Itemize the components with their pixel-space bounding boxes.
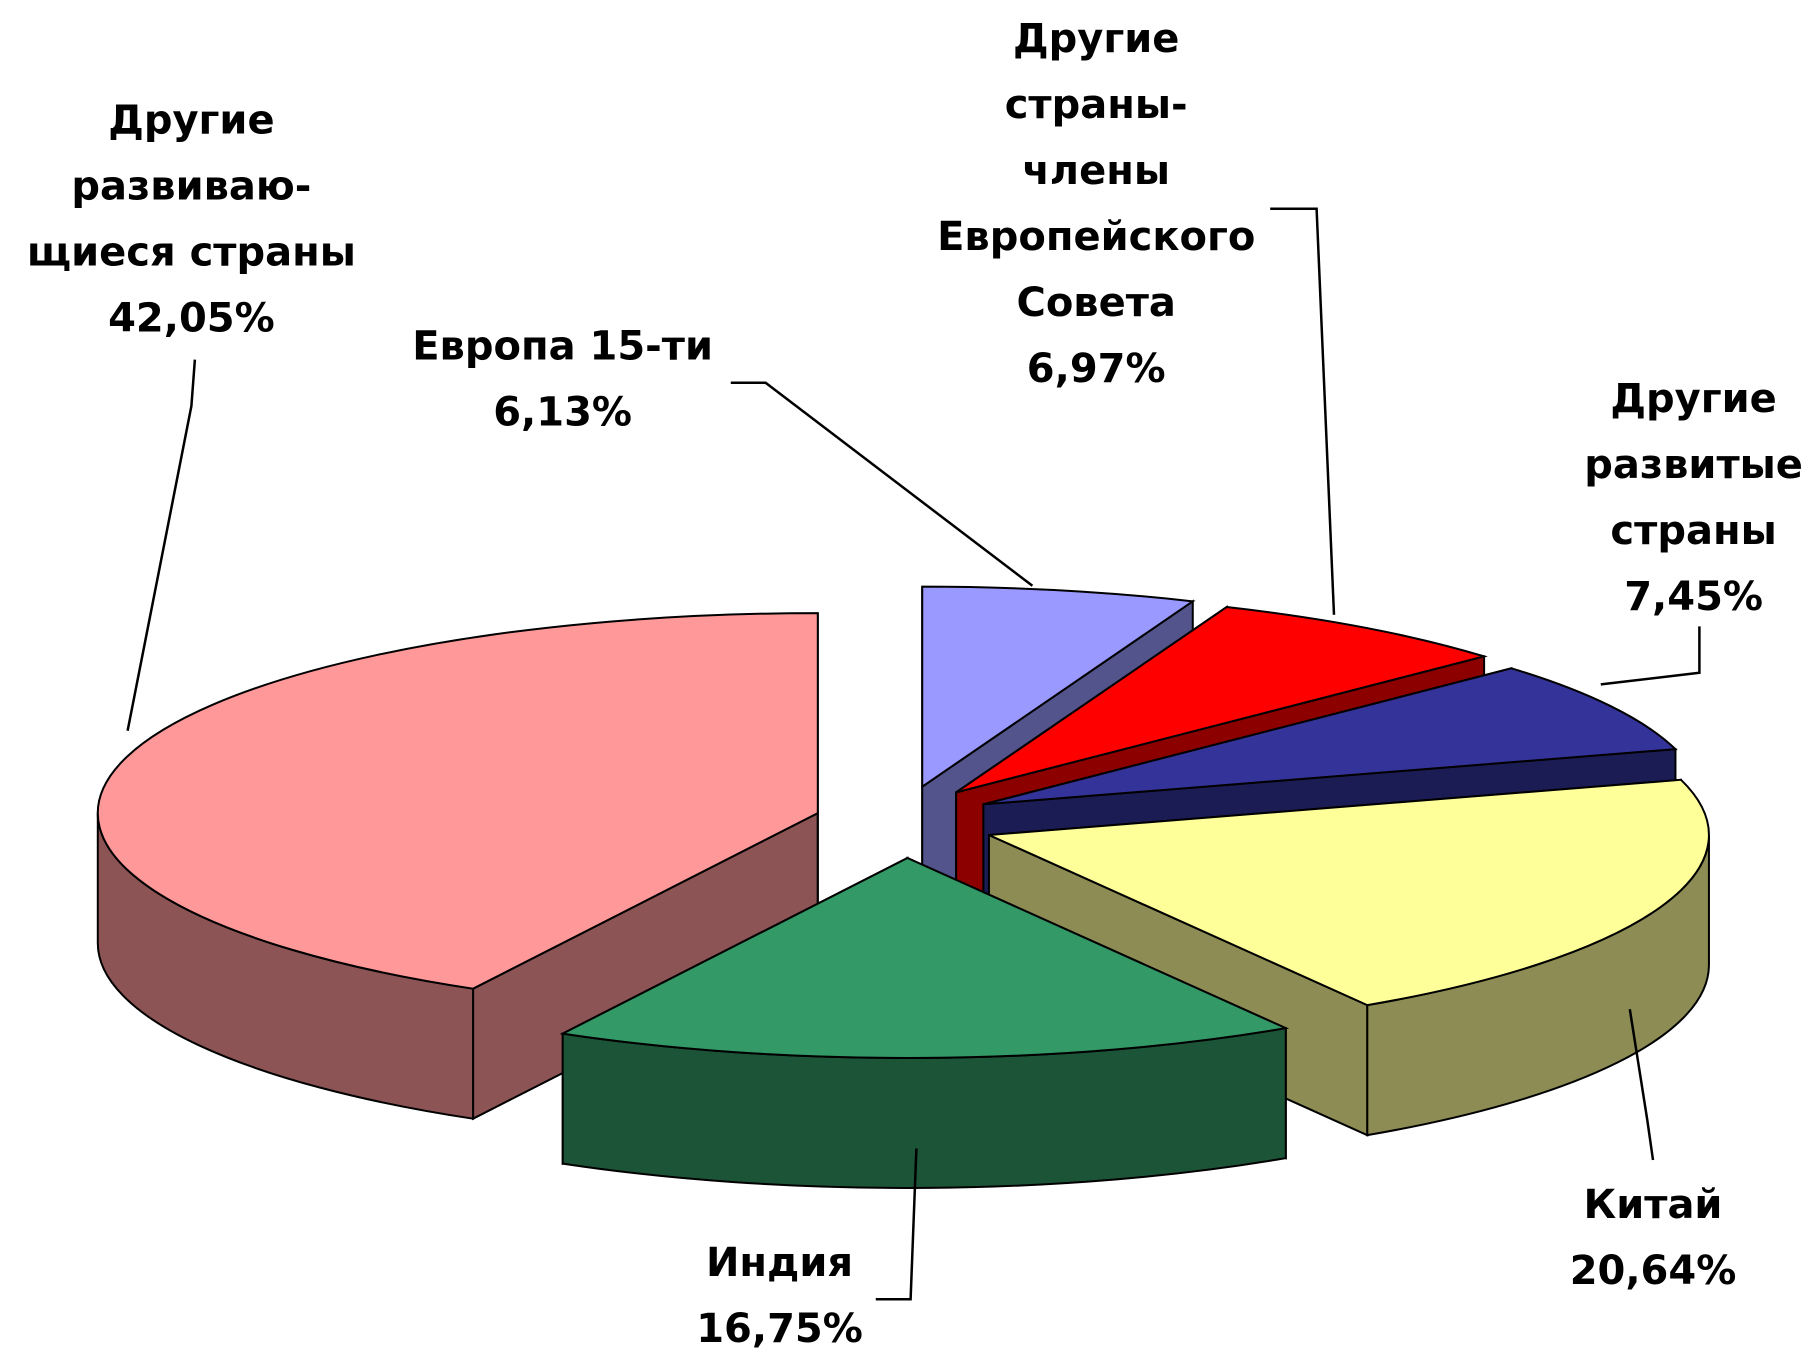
leader-line <box>1270 207 1336 615</box>
value-label: 16,75% <box>696 1306 863 1352</box>
slice-label: Другие развитые страны <box>1584 376 1803 554</box>
slice <box>96 612 819 1121</box>
leader-line <box>730 381 1034 587</box>
slice-top <box>983 667 1678 806</box>
slice-label: Индия <box>706 1240 853 1286</box>
slice-label: Китай <box>1584 1182 1723 1228</box>
slice-top <box>96 612 819 990</box>
slice-top <box>955 605 1488 794</box>
slice-top <box>921 585 1196 789</box>
leader-line <box>126 359 197 732</box>
leader-line <box>875 1148 918 1301</box>
slice-label: Европа 15-ти <box>412 323 713 369</box>
slice-label: Другие развиваю-щиеся страны <box>27 97 356 275</box>
value-label: 20,64% <box>1570 1248 1737 1294</box>
slice-label: Другие страны-члены Европейского Совета <box>937 16 1255 326</box>
slice <box>559 856 1290 1189</box>
slice-top <box>988 778 1710 1007</box>
leader-line <box>1600 626 1701 686</box>
value-label: 42,05% <box>108 295 275 341</box>
value-label: 6,97% <box>1027 346 1166 392</box>
value-label: 6,13% <box>493 389 632 435</box>
leader-line <box>1628 1009 1655 1161</box>
value-label: 7,45% <box>1624 574 1763 620</box>
slice-top <box>559 856 1290 1059</box>
